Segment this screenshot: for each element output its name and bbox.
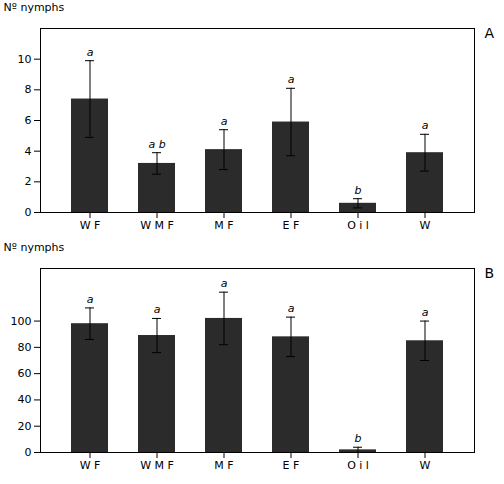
svg-text:a: a — [422, 119, 429, 132]
svg-text:8: 8 — [25, 83, 32, 96]
svg-text:B: B — [485, 265, 495, 281]
svg-text:2: 2 — [25, 175, 32, 188]
svg-text:Nº nymphs: Nº nymphs — [4, 1, 65, 14]
svg-text:W: W — [420, 219, 431, 232]
svg-text:a: a — [87, 46, 94, 59]
svg-text:Nº nymphs: Nº nymphs — [4, 241, 65, 254]
svg-text:6: 6 — [25, 114, 32, 127]
svg-text:W F: W F — [80, 459, 101, 472]
svg-text:a: a — [422, 306, 429, 319]
svg-text:b: b — [355, 184, 362, 197]
svg-text:a: a — [288, 302, 295, 315]
svg-text:a: a — [221, 277, 228, 290]
svg-text:4: 4 — [25, 145, 32, 158]
svg-text:0: 0 — [25, 206, 32, 219]
svg-text:W F: W F — [80, 219, 101, 232]
svg-text:A: A — [485, 25, 495, 41]
svg-text:M F: M F — [214, 219, 233, 232]
svg-text:0: 0 — [25, 446, 32, 459]
svg-text:E F: E F — [283, 219, 300, 232]
svg-text:a b: a b — [148, 138, 165, 151]
svg-text:40: 40 — [18, 393, 32, 406]
svg-text:O i l: O i l — [347, 219, 369, 232]
svg-text:W: W — [420, 459, 431, 472]
svg-text:a: a — [288, 73, 295, 86]
svg-text:60: 60 — [18, 367, 32, 380]
svg-text:a: a — [221, 115, 228, 128]
svg-text:W M F: W M F — [140, 459, 174, 472]
svg-text:b: b — [355, 432, 362, 445]
svg-text:a: a — [154, 303, 161, 316]
svg-text:100: 100 — [11, 315, 32, 328]
svg-text:10: 10 — [18, 53, 32, 66]
svg-text:E F: E F — [283, 459, 300, 472]
svg-text:a: a — [87, 293, 94, 306]
svg-text:80: 80 — [18, 341, 32, 354]
svg-text:W M F: W M F — [140, 219, 174, 232]
svg-text:M F: M F — [214, 459, 233, 472]
svg-text:O i l: O i l — [347, 459, 369, 472]
svg-text:20: 20 — [18, 420, 32, 433]
